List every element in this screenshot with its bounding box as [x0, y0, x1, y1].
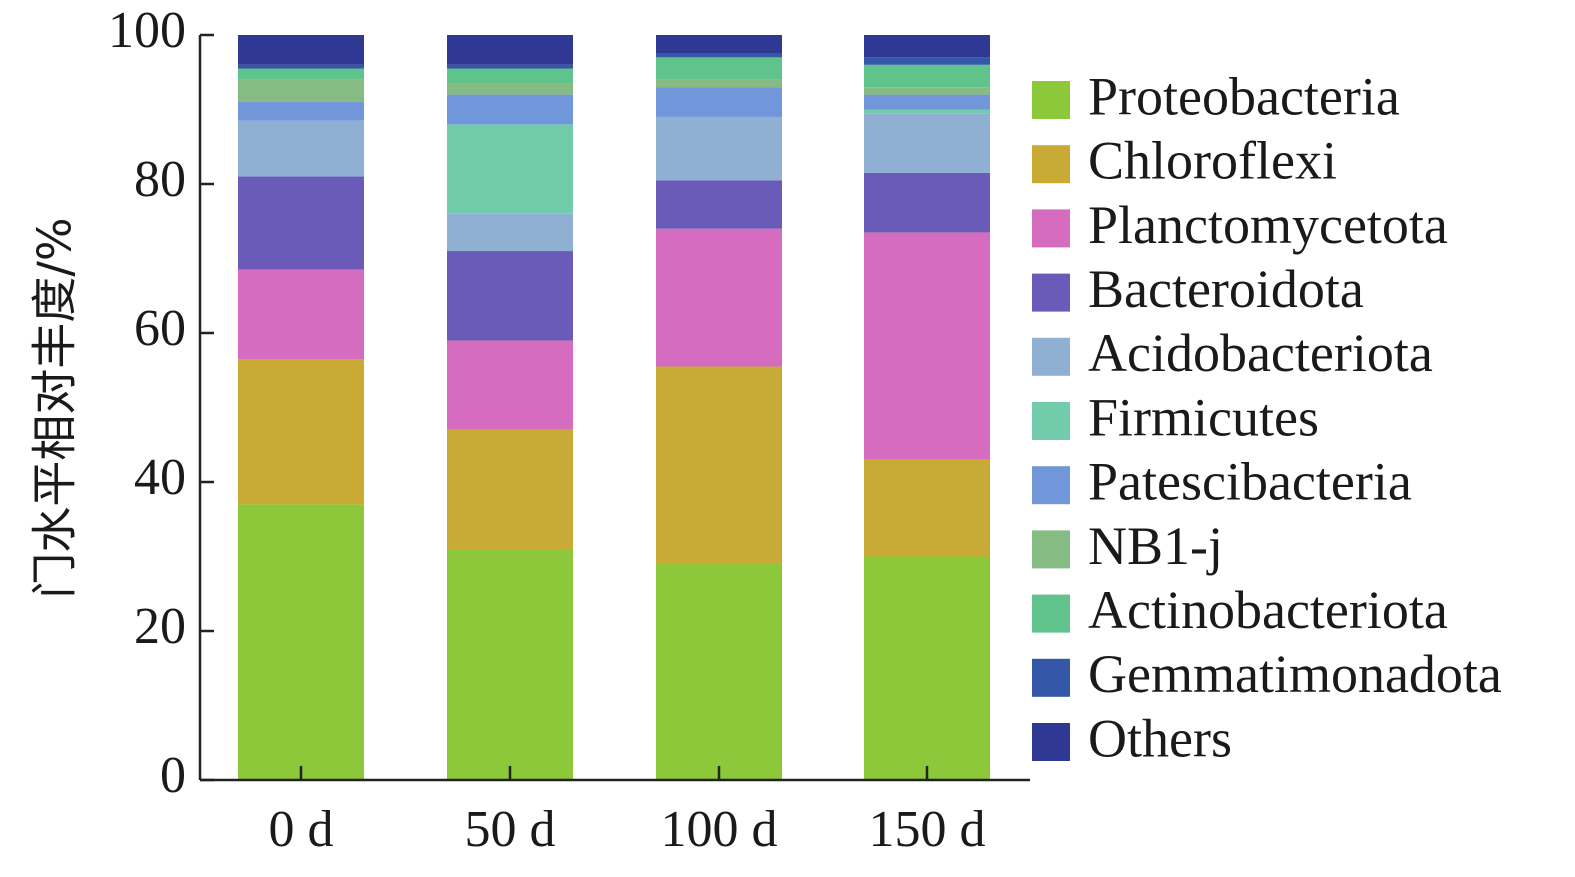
bar-segment-proteobacteria — [656, 563, 782, 780]
legend-item: Others — [1032, 708, 1232, 768]
bar-segment-patescibacteria — [447, 94, 573, 125]
bar-segment-firmicutes — [864, 109, 990, 114]
legend-swatch — [1032, 594, 1070, 633]
y-tick-label: 80 — [134, 151, 186, 208]
legend-swatch — [1032, 466, 1070, 505]
bar-segment-acidobacteriota — [656, 116, 782, 181]
bar-segment-chloroflexi — [238, 359, 364, 505]
legend-swatch — [1032, 81, 1070, 119]
legend-label: Acidobacteriota — [1088, 323, 1433, 383]
legend-label: Chloroflexi — [1088, 131, 1337, 191]
bar-segment-bacteroidota — [864, 172, 990, 233]
bar-segment-proteobacteria — [238, 504, 364, 780]
legend-item: Proteobacteria — [1032, 66, 1400, 126]
legend-label: Firmicutes — [1088, 387, 1319, 447]
bar-segment-proteobacteria — [447, 549, 573, 780]
bar-segment-gemmatimonadota — [447, 64, 573, 69]
legend-swatch — [1032, 530, 1070, 569]
bar-segment-planctomycetota — [447, 340, 573, 430]
legend-swatch — [1032, 402, 1070, 440]
bar-segment-bacteroidota — [447, 251, 573, 341]
bar-segment-planctomycetota — [864, 232, 990, 460]
bar-segment-planctomycetota — [238, 269, 364, 360]
legend-swatch — [1032, 658, 1070, 697]
legend-label: Bacteroidota — [1088, 259, 1364, 319]
bar-segment-nb1-j — [656, 79, 782, 88]
legend-label: Gemmatimonadota — [1088, 644, 1502, 704]
x-tick-label: 100 d — [661, 801, 778, 858]
bar-stack-150d — [864, 35, 990, 780]
bar-segment-patescibacteria — [656, 87, 782, 117]
bar-segment-chloroflexi — [864, 459, 990, 557]
legend-label: Actinobacteriota — [1088, 580, 1448, 640]
bar-segment-gemmatimonadota — [656, 53, 782, 58]
legend-item: Gemmatimonadota — [1032, 644, 1502, 704]
legend-label: Proteobacteria — [1088, 66, 1400, 126]
legend-swatch — [1032, 337, 1070, 376]
bar-segment-actinobacteriota — [447, 68, 573, 84]
bar-segment-others — [238, 35, 364, 65]
legend-item: Chloroflexi — [1032, 131, 1337, 191]
legend-label: Planctomycetota — [1088, 195, 1448, 255]
bar-segment-acidobacteriota — [864, 113, 990, 173]
bar-segment-chloroflexi — [447, 429, 573, 550]
legend-item: Planctomycetota — [1032, 195, 1448, 255]
bar-segment-gemmatimonadota — [864, 57, 990, 65]
bar-segment-chloroflexi — [656, 366, 782, 564]
bar-segment-planctomycetota — [656, 228, 782, 367]
legend-item: Patescibacteria — [1032, 452, 1412, 512]
bar-segment-patescibacteria — [238, 102, 364, 121]
x-tick-label: 150 d — [869, 801, 986, 858]
legend: ProteobacteriaChloroflexiPlanctomycetota… — [1032, 66, 1502, 768]
legend-swatch — [1032, 723, 1070, 761]
legend-item: NB1-j — [1032, 516, 1223, 576]
bar-segment-others — [864, 35, 990, 58]
legend-label: NB1-j — [1088, 516, 1223, 576]
bar-segment-proteobacteria — [864, 556, 990, 780]
y-tick-label: 60 — [134, 300, 186, 357]
y-tick-label: 20 — [134, 598, 186, 655]
legend-item: Firmicutes — [1032, 387, 1319, 447]
bar-segment-acidobacteriota — [447, 213, 573, 252]
bar-stack-100d — [656, 35, 782, 780]
bar-segment-others — [656, 35, 782, 54]
bar-segment-actinobacteriota — [238, 68, 364, 80]
bar-segment-acidobacteriota — [238, 120, 364, 177]
legend-swatch — [1032, 273, 1070, 312]
bar-stack-50d — [447, 35, 573, 780]
legend-item: Actinobacteriota — [1032, 580, 1448, 640]
bar-segment-firmicutes — [447, 124, 573, 214]
bar-segment-nb1-j — [447, 83, 573, 95]
bar-stack-0d — [238, 35, 364, 780]
y-tick-label: 100 — [108, 2, 186, 59]
legend-item: Acidobacteriota — [1032, 323, 1433, 383]
bar-segment-others — [447, 35, 573, 65]
bars-layer — [238, 35, 990, 780]
bar-segment-actinobacteriota — [656, 57, 782, 80]
bar-segment-actinobacteriota — [864, 64, 990, 88]
bar-segment-gemmatimonadota — [238, 64, 364, 69]
legend-swatch — [1032, 145, 1070, 184]
y-tick-label: 40 — [134, 449, 186, 506]
bar-segment-patescibacteria — [864, 94, 990, 110]
bar-segment-nb1-j — [238, 79, 364, 103]
legend-swatch — [1032, 209, 1070, 248]
axes-layer: 0 20 40 60 80 100 0 d 50 d 100 d 150 d — [108, 2, 1030, 858]
legend-item: Bacteroidota — [1032, 259, 1364, 319]
y-tick-label: 0 — [160, 747, 186, 804]
bar-segment-bacteroidota — [238, 176, 364, 270]
bar-segment-nb1-j — [864, 87, 990, 95]
y-axis-label: 门水平相对丰度/% — [28, 217, 82, 598]
legend-label: Patescibacteria — [1088, 452, 1412, 512]
bar-segment-bacteroidota — [656, 180, 782, 229]
legend-label: Others — [1088, 708, 1232, 768]
x-tick-label: 50 d — [465, 801, 556, 858]
x-tick-label: 0 d — [269, 801, 334, 858]
